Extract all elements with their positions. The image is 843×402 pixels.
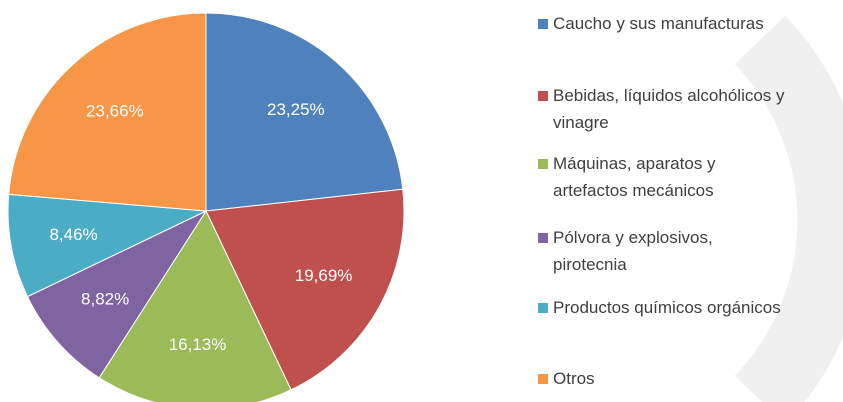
legend-label: Bebidas, líquidos alcohólicos y vinagre: [553, 86, 785, 132]
pie-slice: [205, 12, 404, 212]
slice-label: 8,46%: [49, 225, 97, 244]
legend-label: Máquinas, aparatos y artefactos mecánico…: [553, 154, 716, 200]
pie-slice: [205, 188, 405, 391]
legend-item: Máquinas, aparatos y artefactos mecánico…: [538, 150, 753, 204]
pie-slice: [7, 193, 208, 298]
legend-swatch: [538, 303, 548, 313]
pie-slice: [98, 209, 292, 402]
legend-item: Caucho y sus manufacturas: [538, 10, 828, 37]
legend-item: Bebidas, líquidos alcohólicos y vinagre: [538, 82, 808, 136]
slice-label: 19,69%: [295, 266, 353, 285]
legend-label: Caucho y sus manufacturas: [553, 14, 764, 33]
slice-label: 16,13%: [169, 335, 227, 354]
legend-label: Productos químicos orgánicos: [553, 298, 781, 317]
slice-label: 8,82%: [81, 290, 129, 309]
pie-slice: [26, 209, 208, 379]
legend-item: Productos químicos orgánicos: [538, 294, 833, 321]
pie-slice: [8, 12, 207, 212]
legend-swatch: [538, 374, 548, 384]
legend-swatch: [538, 159, 548, 169]
legend-item: Otros: [538, 365, 833, 392]
legend-swatch: [538, 91, 548, 101]
background-arc: [734, 15, 843, 402]
legend-swatch: [538, 19, 548, 29]
legend-item: Pólvora y explosivos, pirotecnia: [538, 224, 773, 278]
legend-swatch: [538, 233, 548, 243]
legend-label: Otros: [553, 369, 595, 388]
legend-label: Pólvora y explosivos, pirotecnia: [553, 228, 713, 274]
slice-label: 23,66%: [86, 101, 144, 120]
slice-label: 23,25%: [267, 100, 325, 119]
